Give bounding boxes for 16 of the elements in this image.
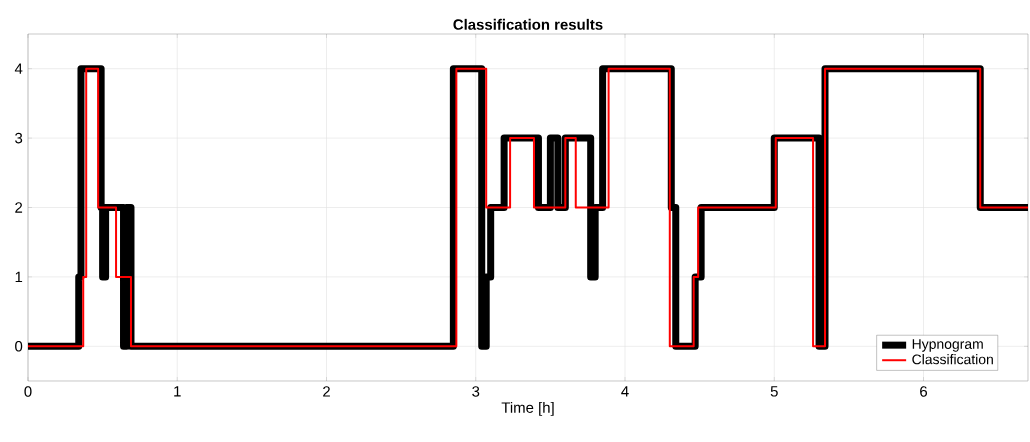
y-tick-label: 0	[15, 341, 23, 352]
x-tick-label: 3	[472, 386, 480, 397]
x-tick-label: 6	[920, 386, 928, 397]
x-axis-title: Time [h]	[501, 401, 554, 416]
legend-label: Hypnogram	[912, 339, 983, 352]
chart-title: Classification results	[453, 18, 603, 30]
y-tick-label: 4	[14, 63, 23, 74]
legend-label: Classification	[912, 354, 993, 365]
y-tick-label: 3	[15, 132, 23, 144]
x-tick-label: 4	[621, 386, 629, 397]
x-tick-label: 2	[323, 386, 330, 397]
y-tick-label: 1	[15, 271, 23, 283]
x-tick-label: 1	[174, 386, 181, 397]
x-tick-label: 0	[24, 386, 32, 397]
y-tick-label: 2	[15, 202, 23, 213]
x-tick-label: 5	[770, 386, 778, 397]
